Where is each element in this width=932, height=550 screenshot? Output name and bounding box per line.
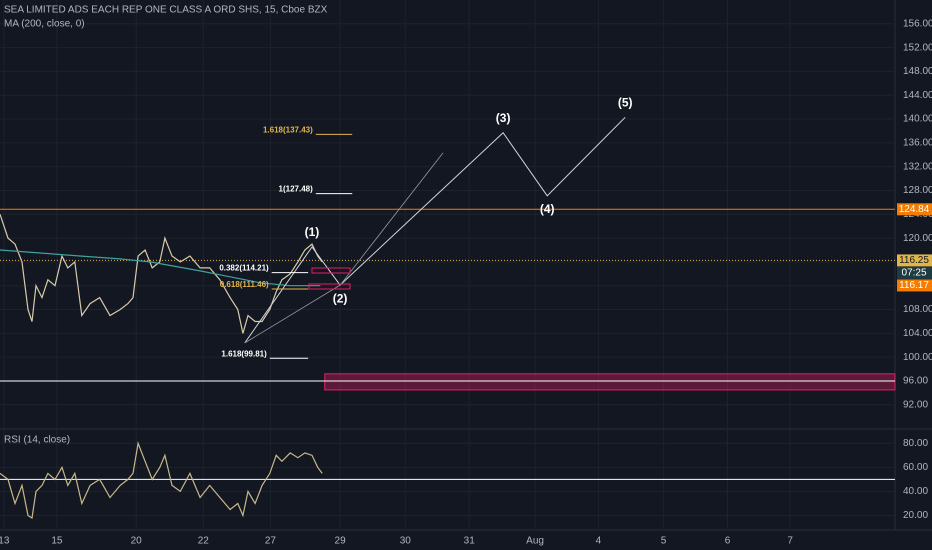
price-tag [897, 203, 932, 216]
y-tick-label: 100.00 [903, 352, 932, 363]
x-tick-label: 7 [787, 536, 793, 547]
price-tag [897, 254, 932, 267]
chart-title: SEA LIMITED ADS EACH REP ONE CLASS A ORD… [4, 5, 328, 16]
wave-channel [339, 152, 444, 286]
x-tick-label: 29 [335, 536, 347, 547]
countdown-box [897, 266, 932, 279]
fib-label: 1.618(99.81) [221, 349, 267, 358]
wave-channel [244, 284, 341, 344]
y-tick-label: 92.00 [903, 399, 928, 410]
y-tick-label: 96.00 [903, 376, 928, 387]
zone-box [311, 267, 351, 274]
x-tick-label: 31 [464, 536, 476, 547]
y-tick-label: 80.00 [903, 438, 928, 449]
price-tag-label: 124.84 [899, 204, 930, 215]
y-tick-label: 132.00 [903, 161, 932, 172]
y-tick-label: 40.00 [903, 486, 928, 497]
x-tick-label: 6 [725, 536, 731, 547]
y-tick-label: 128.00 [903, 185, 932, 196]
fib-label: 1.618(137.43) [263, 125, 313, 134]
y-tick-label: 20.00 [903, 510, 928, 521]
x-tick-label: 13 [0, 536, 10, 547]
wave-label: (5) [618, 95, 633, 109]
fib-label: 1(127.48) [279, 185, 314, 194]
countdown: 07:25 [901, 268, 926, 279]
y-tick-label: 148.00 [903, 66, 932, 77]
y-tick-label: 144.00 [903, 90, 932, 101]
data-line [0, 214, 323, 334]
x-tick-label: 4 [596, 536, 602, 547]
x-tick-label: Aug [526, 536, 544, 547]
wave-label: (4) [540, 202, 555, 216]
y-tick-label: 152.00 [903, 42, 932, 53]
x-tick-label: 15 [51, 536, 63, 547]
x-tick-label: 20 [131, 536, 143, 547]
zone [324, 373, 896, 391]
fib-label: 0.382(114.21) [219, 264, 269, 273]
price-tag-label: 116.25 [899, 255, 929, 266]
y-tick-label: 136.00 [903, 138, 932, 149]
y-tick-label: 156.00 [903, 18, 932, 29]
price-tag [897, 279, 932, 292]
wave-path [244, 116, 626, 344]
indicator-label: MA (200, close, 0) [4, 19, 85, 30]
data-line [0, 441, 323, 519]
y-tick-label: 60.00 [903, 462, 928, 473]
wave-label: (1) [305, 225, 320, 239]
wave-label: (2) [333, 291, 348, 305]
price-tag-label: 116.17 [899, 280, 929, 291]
wave-label: (3) [496, 111, 511, 125]
y-tick-label: 108.00 [903, 304, 932, 315]
indicator-label: RSI (14, close) [4, 435, 70, 446]
data-line [0, 249, 321, 287]
x-tick-label: 22 [198, 536, 210, 547]
zone-box [308, 283, 351, 290]
fib-label: 0.618(111.46) [220, 280, 269, 289]
x-tick-label: 5 [661, 536, 667, 547]
x-tick-label: 27 [265, 536, 277, 547]
y-tick-label: 120.00 [903, 233, 932, 244]
x-tick-label: 30 [400, 536, 412, 547]
y-tick-label: 104.00 [903, 328, 932, 339]
y-tick-label: 140.00 [903, 114, 932, 125]
